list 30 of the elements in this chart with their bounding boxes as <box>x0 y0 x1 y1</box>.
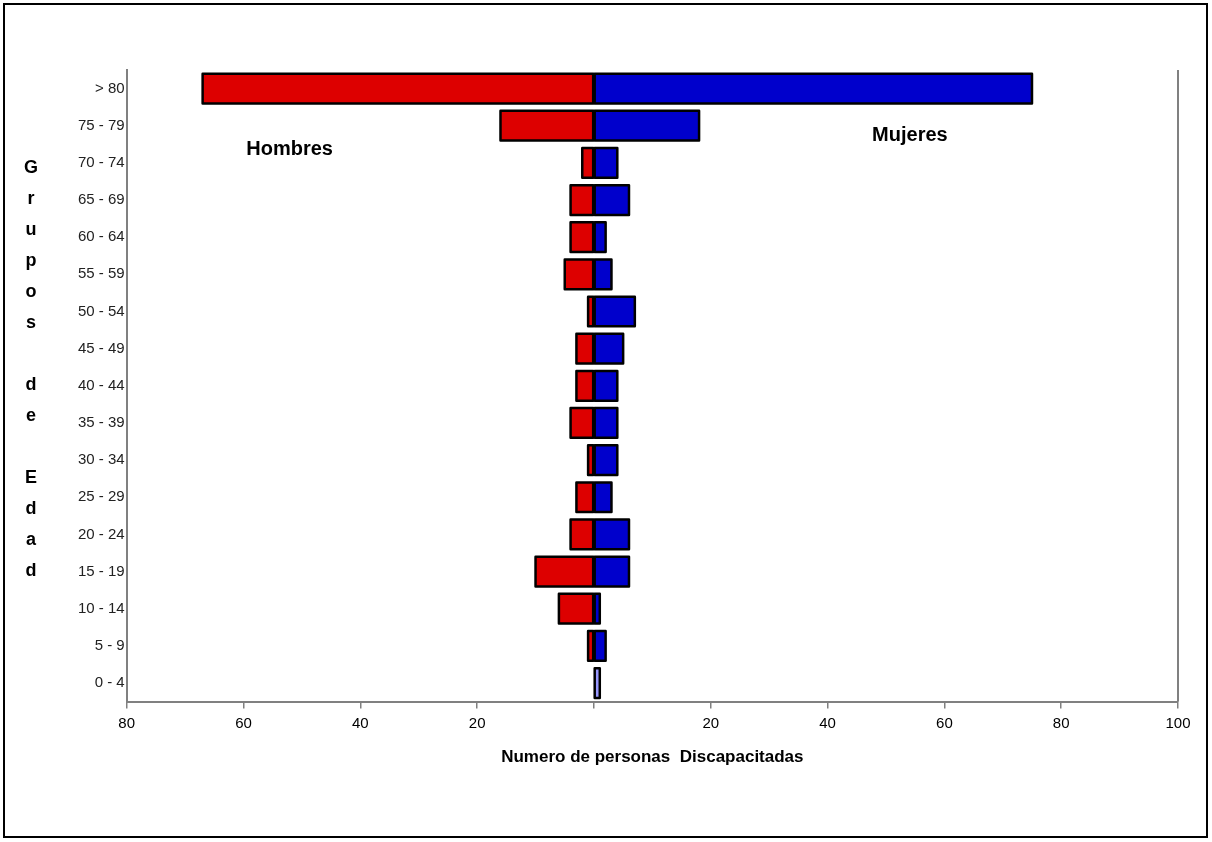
x-tick-label: 80 <box>118 713 136 731</box>
series-label: Hombres <box>246 137 333 160</box>
x-tick-label: 80 <box>1052 713 1070 731</box>
y-tick-label: 20 - 24 <box>78 524 125 542</box>
y-tick-label: 15 - 19 <box>78 561 125 579</box>
y-tick-label: 10 - 14 <box>78 598 125 616</box>
y-tick-label: 55 - 59 <box>78 264 125 282</box>
x-tick-label: 60 <box>936 713 953 731</box>
y-tick-label: 75 - 79 <box>78 115 125 133</box>
y-tick-label: 35 - 39 <box>78 413 125 431</box>
y-tick-label: 5 - 9 <box>94 636 125 654</box>
y-tick-label: 50 - 54 <box>78 301 125 319</box>
y-axis-title: Grupos de Edad <box>20 157 41 591</box>
y-tick-label: 0 - 4 <box>94 673 125 691</box>
y-tick-label: 65 - 69 <box>78 190 125 208</box>
x-tick-label: 100 <box>1165 713 1191 731</box>
x-tick-label: 60 <box>235 713 252 731</box>
series-label: Mujeres <box>872 122 948 145</box>
x-tick-label: 20 <box>468 713 486 731</box>
x-tick-label: 40 <box>819 713 836 731</box>
x-axis-title: Numero de personas Discapacitadas <box>501 747 804 767</box>
y-tick-label: 60 - 64 <box>78 227 125 245</box>
y-tick-label: 25 - 29 <box>78 487 125 505</box>
x-tick-label: 40 <box>351 713 369 731</box>
y-tick-label: 30 - 34 <box>78 450 125 468</box>
y-tick-label: 70 - 74 <box>78 153 125 171</box>
y-tick-label: 40 - 44 <box>78 375 125 393</box>
y-tick-label: 45 - 49 <box>78 338 125 356</box>
y-tick-label: > 80 <box>95 78 125 96</box>
x-tick-label: 20 <box>702 713 720 731</box>
